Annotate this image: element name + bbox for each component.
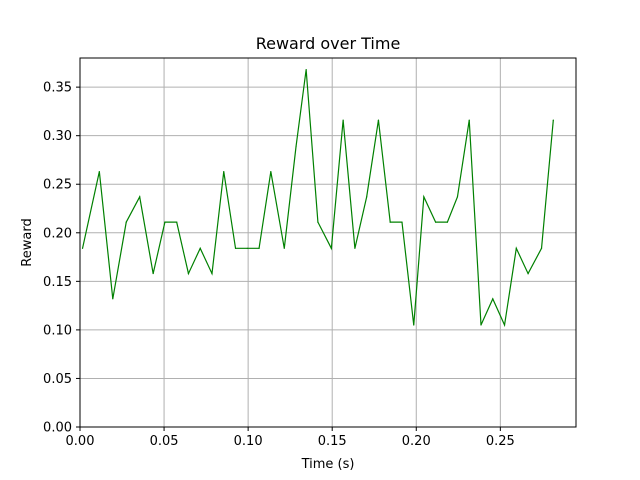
- reward-point: [354, 247, 356, 249]
- x-tick-label: 0.05: [150, 434, 179, 449]
- x-axis-label: Time (s): [301, 457, 355, 472]
- y-tick-label: 0.10: [43, 323, 72, 338]
- reward-point: [164, 221, 166, 223]
- reward-point: [317, 221, 319, 223]
- y-tick-label: 0.30: [43, 129, 72, 144]
- reward-point: [139, 196, 141, 198]
- reward-point: [552, 119, 554, 121]
- reward-point: [366, 196, 368, 198]
- reward-point: [515, 247, 517, 249]
- reward-point: [540, 247, 543, 249]
- reward-point: [98, 171, 100, 173]
- series-layer: [81, 69, 554, 328]
- reward-point: [377, 119, 380, 121]
- x-tick-label: 0.25: [486, 434, 515, 449]
- y-tick-label: 0.35: [43, 81, 72, 96]
- reward-series-line: [81, 69, 554, 328]
- reward-point: [527, 272, 529, 275]
- reward-point: [81, 247, 84, 249]
- reward-point: [234, 247, 237, 249]
- reward-point: [389, 221, 391, 223]
- reward-point: [176, 221, 178, 223]
- chart-title: Reward over Time: [256, 34, 401, 53]
- reward-point: [211, 272, 213, 275]
- y-tick-label: 0.15: [43, 275, 72, 290]
- reward-point: [112, 298, 114, 300]
- y-tick-label: 0.00: [43, 421, 72, 436]
- reward-point: [187, 272, 190, 275]
- y-axis-label: Reward: [20, 218, 35, 266]
- plot-frame: [79, 57, 577, 428]
- reward-point: [246, 247, 248, 249]
- x-tick-label: 0.00: [66, 434, 95, 449]
- reward-point: [342, 119, 344, 121]
- reward-point: [401, 221, 403, 223]
- x-tick-label: 0.10: [234, 434, 263, 449]
- reward-point: [468, 119, 470, 121]
- y-tick-label: 0.25: [43, 178, 72, 193]
- reward-point: [423, 196, 425, 198]
- x-tick-label: 0.20: [402, 434, 431, 449]
- y-tick-label: 0.05: [43, 372, 72, 387]
- reward-point: [492, 298, 494, 300]
- reward-point: [330, 247, 332, 249]
- reward-point: [446, 221, 448, 223]
- reward-point: [456, 196, 459, 198]
- axis-ticks: 0.00 0.05 0.10 0.15 0.20 0.25 0.00 0.05 0.10 0.15…: [43, 81, 515, 449]
- reward-point: [270, 171, 272, 173]
- reward-point: [413, 324, 415, 326]
- reward-point: [258, 247, 260, 249]
- reward-point: [223, 171, 225, 173]
- y-tick-label: 0.20: [43, 226, 72, 241]
- reward-point: [305, 69, 307, 71]
- reward-point: [435, 221, 437, 223]
- reward-point: [295, 145, 297, 147]
- reward-point: [283, 247, 285, 249]
- reward-point: [125, 221, 127, 223]
- reward-point: [152, 272, 154, 275]
- reward-point: [480, 324, 482, 326]
- reward-point: [503, 324, 506, 326]
- x-tick-label: 0.15: [318, 434, 347, 449]
- reward-point: [199, 247, 201, 249]
